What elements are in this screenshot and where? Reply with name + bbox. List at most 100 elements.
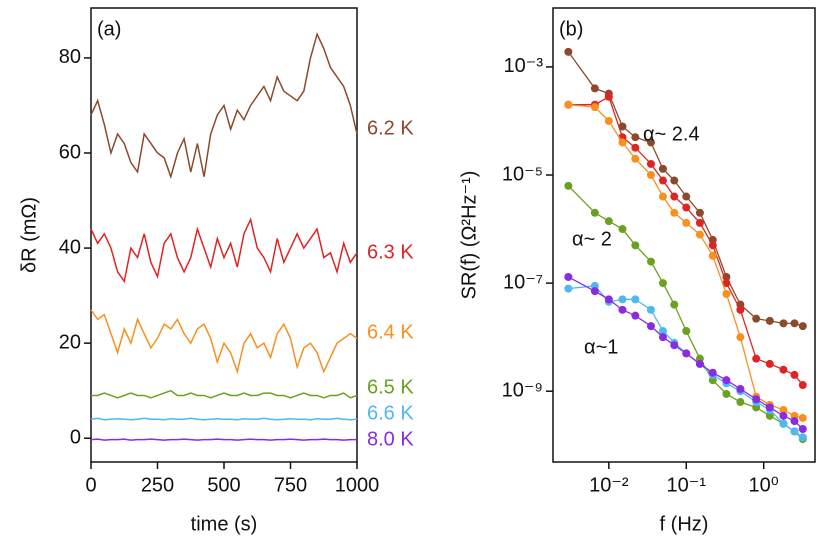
- data-point: [646, 322, 655, 331]
- data-point: [765, 411, 774, 420]
- data-point: [670, 192, 679, 201]
- series-line: [90, 438, 357, 441]
- series-label: 6.4 K: [367, 321, 414, 343]
- data-point: [618, 225, 627, 234]
- series-label: 6.6 K: [367, 402, 414, 424]
- data-point: [779, 365, 788, 374]
- data-point: [590, 287, 599, 296]
- data-point: [658, 164, 667, 173]
- series-line: [90, 309, 358, 375]
- data-point: [736, 398, 745, 407]
- series-label: 6.3 K: [367, 241, 414, 263]
- x-tick-label: 10⁻²: [589, 474, 629, 496]
- data-point: [798, 322, 807, 331]
- data-point: [590, 84, 599, 93]
- data-point: [682, 203, 691, 212]
- data-point: [564, 272, 573, 281]
- x-tick-label: 0: [85, 474, 96, 496]
- data-point: [695, 359, 704, 368]
- data-point: [631, 133, 640, 142]
- data-point: [779, 411, 788, 420]
- y-tick-label: 0: [70, 427, 81, 449]
- data-point: [564, 284, 573, 293]
- x-tick-label: 10⁰: [749, 474, 779, 496]
- series-label: 6.5 K: [367, 376, 414, 398]
- data-point: [618, 138, 627, 147]
- data-point: [658, 326, 667, 335]
- data-point: [779, 405, 788, 414]
- y-tick-label: 60: [59, 141, 81, 163]
- data-point: [670, 208, 679, 217]
- series-line: [91, 389, 358, 399]
- data-point: [708, 251, 717, 260]
- data-point: [752, 314, 761, 323]
- x-tick-label: 10⁻¹: [667, 474, 707, 496]
- plot-frame: [552, 7, 816, 463]
- data-point: [631, 311, 640, 320]
- series-line: [568, 104, 803, 419]
- data-point: [670, 300, 679, 309]
- data-point: [658, 333, 667, 342]
- x-tick-label: 500: [207, 474, 240, 496]
- data-point: [682, 218, 691, 227]
- data-point: [590, 103, 599, 112]
- series-line: [90, 217, 358, 284]
- x-tick-label: 250: [141, 474, 174, 496]
- data-point: [604, 295, 613, 304]
- series-line: [90, 31, 358, 180]
- data-point: [631, 241, 640, 250]
- y-tick-label: 10⁻³: [504, 55, 544, 77]
- panel-label: (a): [97, 18, 121, 40]
- data-point: [658, 192, 667, 201]
- data-point: [722, 289, 731, 298]
- y-tick-label: 10⁻⁵: [502, 163, 543, 185]
- data-point: [722, 279, 731, 288]
- x-axis-label: f (Hz): [660, 513, 709, 535]
- y-tick-label: 40: [59, 236, 81, 258]
- y-tick-label: 10⁻⁷: [503, 271, 543, 293]
- data-point: [564, 47, 573, 56]
- data-point: [736, 305, 745, 314]
- data-point: [631, 143, 640, 152]
- data-point: [765, 316, 774, 325]
- data-point: [670, 341, 679, 350]
- data-point: [604, 92, 613, 101]
- data-point: [722, 376, 731, 385]
- y-axis-label: δR (mΩ): [18, 197, 40, 273]
- data-point: [631, 295, 640, 304]
- data-point: [670, 176, 679, 185]
- data-point: [682, 192, 691, 201]
- data-point: [604, 217, 613, 226]
- data-point: [798, 433, 807, 442]
- annotation: α~ 2.4: [643, 123, 700, 145]
- data-point: [765, 359, 774, 368]
- x-tick-label: 750: [274, 474, 307, 496]
- data-point: [682, 326, 691, 335]
- data-point: [604, 116, 613, 125]
- series-label: 8.0 K: [367, 428, 414, 450]
- data-point: [736, 384, 745, 393]
- data-point: [798, 424, 807, 433]
- data-point: [708, 241, 717, 250]
- panel-label: (b): [559, 18, 583, 40]
- data-point: [695, 218, 704, 227]
- data-point: [618, 122, 627, 131]
- data-point: [646, 171, 655, 180]
- data-point: [646, 138, 655, 147]
- y-tick-label: 10⁻⁹: [502, 379, 543, 401]
- data-point: [798, 413, 807, 422]
- data-point: [618, 305, 627, 314]
- y-tick-label: 80: [59, 46, 81, 68]
- data-point: [646, 159, 655, 168]
- data-point: [736, 333, 745, 342]
- data-point: [658, 176, 667, 185]
- data-point: [658, 279, 667, 288]
- data-point: [695, 230, 704, 239]
- data-point: [708, 368, 717, 377]
- data-point: [646, 257, 655, 266]
- data-point: [564, 181, 573, 190]
- data-point: [752, 395, 761, 404]
- data-point: [779, 419, 788, 428]
- data-point: [695, 208, 704, 217]
